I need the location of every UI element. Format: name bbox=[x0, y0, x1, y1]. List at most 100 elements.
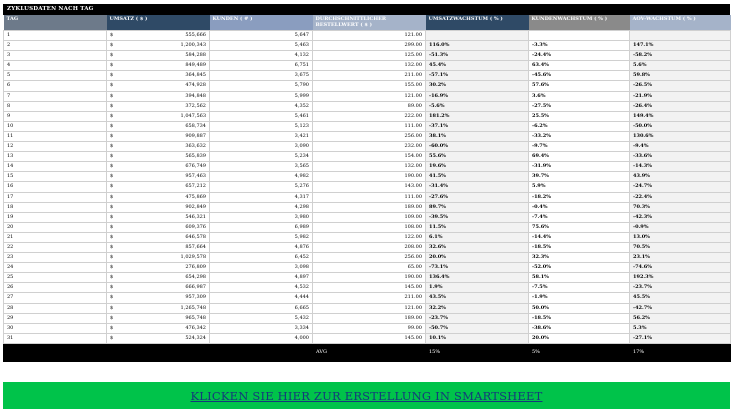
cell-umsatz[interactable]: $565,839 bbox=[106, 151, 210, 163]
cell-tag[interactable]: 25 bbox=[3, 272, 107, 284]
cell-umsatz[interactable]: $957,309 bbox=[106, 292, 210, 304]
cell-kunden[interactable]: 4,298 bbox=[209, 201, 313, 213]
cell-umsatz[interactable]: $609,376 bbox=[106, 221, 210, 233]
cell-kunden[interactable]: 3,980 bbox=[209, 211, 313, 223]
cell-umsatzwachstum[interactable]: -31.4% bbox=[425, 181, 529, 193]
cell-umsatzwachstum[interactable]: -27.6% bbox=[425, 191, 529, 203]
cell-kundenwachstum[interactable]: -7.5% bbox=[528, 282, 630, 294]
cell-umsatz[interactable]: $658,734 bbox=[106, 120, 210, 132]
cell-kundenwachstum[interactable]: -0.4% bbox=[528, 201, 630, 213]
cell-tag[interactable]: 28 bbox=[3, 302, 107, 314]
cell-aov[interactable]: 190.00 bbox=[312, 272, 426, 284]
cell-aov[interactable]: 145.00 bbox=[312, 332, 426, 344]
cell-kundenwachstum[interactable]: -9.7% bbox=[528, 141, 630, 153]
cell-umsatzwachstum[interactable]: 19.6% bbox=[425, 161, 529, 173]
cell-umsatzwachstum[interactable]: 20.0% bbox=[425, 252, 529, 264]
cell-umsatz[interactable]: $676,749 bbox=[106, 161, 210, 173]
cell-kundenwachstum[interactable]: -7.4% bbox=[528, 211, 630, 223]
cell-tag[interactable]: 21 bbox=[3, 231, 107, 243]
cell-kunden[interactable]: 4,444 bbox=[209, 292, 313, 304]
cell-tag[interactable]: 24 bbox=[3, 262, 107, 274]
cell-aov-wachstum[interactable]: -14.3% bbox=[629, 161, 731, 173]
cell-umsatzwachstum[interactable]: 10.1% bbox=[425, 332, 529, 344]
cell-tag[interactable]: 11 bbox=[3, 130, 107, 143]
cell-aov-wachstum[interactable]: -26.4% bbox=[629, 100, 731, 112]
cell-umsatz[interactable]: $1,200,343 bbox=[106, 40, 210, 52]
cell-tag[interactable]: 1 bbox=[3, 29, 107, 42]
cell-kunden[interactable]: 4,000 bbox=[209, 332, 313, 344]
cell-aov[interactable]: 143.00 bbox=[312, 181, 426, 193]
cell-kundenwachstum[interactable]: -45.6% bbox=[528, 70, 630, 82]
cell-umsatz[interactable]: $909,887 bbox=[106, 130, 210, 143]
cell-tag[interactable]: 3 bbox=[3, 50, 107, 62]
cell-kundenwachstum[interactable]: -31.9% bbox=[528, 161, 630, 173]
cell-tag[interactable]: 14 bbox=[3, 161, 107, 173]
cell-umsatzwachstum[interactable]: 43.5% bbox=[425, 292, 529, 304]
cell-kunden[interactable]: 3,565 bbox=[209, 161, 313, 173]
cell-aov[interactable]: 189.00 bbox=[312, 312, 426, 324]
cell-umsatz[interactable]: $555,666 bbox=[106, 29, 210, 42]
cell-umsatzwachstum[interactable]: 38.1% bbox=[425, 130, 529, 143]
cell-umsatz[interactable]: $849,489 bbox=[106, 60, 210, 72]
cell-aov[interactable]: 89.00 bbox=[312, 100, 426, 112]
cell-kundenwachstum[interactable]: -18.2% bbox=[528, 191, 630, 203]
cell-aov-wachstum[interactable]: 149.4% bbox=[629, 110, 731, 122]
cell-kundenwachstum[interactable]: -1.9% bbox=[528, 292, 630, 304]
cell-tag[interactable]: 20 bbox=[3, 221, 107, 233]
cell-aov-wachstum[interactable]: 70.3% bbox=[629, 201, 731, 213]
cell-kundenwachstum[interactable]: 25.5% bbox=[528, 110, 630, 122]
cell-aov[interactable]: 108.00 bbox=[312, 221, 426, 233]
cell-umsatzwachstum[interactable] bbox=[425, 29, 529, 42]
cell-tag[interactable]: 23 bbox=[3, 252, 107, 264]
cell-aov[interactable]: 121.00 bbox=[312, 90, 426, 102]
cell-tag[interactable]: 19 bbox=[3, 211, 107, 223]
cell-tag[interactable]: 12 bbox=[3, 141, 107, 153]
cell-aov-wachstum[interactable]: 13.0% bbox=[629, 231, 731, 243]
cell-kunden[interactable]: 4,876 bbox=[209, 241, 313, 254]
cell-kundenwachstum[interactable]: -18.5% bbox=[528, 312, 630, 324]
cell-kundenwachstum[interactable]: 3.6% bbox=[528, 90, 630, 102]
cell-tag[interactable]: 6 bbox=[3, 80, 107, 92]
cell-umsatzwachstum[interactable]: -73.1% bbox=[425, 262, 529, 274]
cell-umsatzwachstum[interactable]: -51.3% bbox=[425, 50, 529, 62]
cell-aov-wachstum[interactable]: 70.5% bbox=[629, 241, 731, 254]
cell-tag[interactable]: 5 bbox=[3, 70, 107, 82]
cell-aov-wachstum[interactable]: -0.9% bbox=[629, 221, 731, 233]
cell-aov-wachstum[interactable]: 59.8% bbox=[629, 70, 731, 82]
cell-umsatz[interactable]: $957,463 bbox=[106, 171, 210, 183]
cell-aov[interactable]: 222.00 bbox=[312, 110, 426, 122]
cell-umsatzwachstum[interactable]: 41.5% bbox=[425, 171, 529, 183]
cell-aov[interactable]: 111.00 bbox=[312, 120, 426, 132]
cell-umsatz[interactable]: $666,987 bbox=[106, 282, 210, 294]
cell-tag[interactable]: 9 bbox=[3, 110, 107, 122]
cell-umsatzwachstum[interactable]: -16.9% bbox=[425, 90, 529, 102]
cell-umsatzwachstum[interactable]: 181.2% bbox=[425, 110, 529, 122]
cell-kunden[interactable]: 5,123 bbox=[209, 120, 313, 132]
cell-umsatzwachstum[interactable]: 55.6% bbox=[425, 151, 529, 163]
cell-aov[interactable]: 99.00 bbox=[312, 322, 426, 334]
cell-umsatz[interactable]: $902,849 bbox=[106, 201, 210, 213]
cell-kundenwachstum[interactable]: 39.7% bbox=[528, 171, 630, 183]
cell-kundenwachstum[interactable]: -6.2% bbox=[528, 120, 630, 132]
cell-tag[interactable]: 7 bbox=[3, 90, 107, 102]
cell-umsatzwachstum[interactable]: 116.0% bbox=[425, 40, 529, 52]
cell-aov-wachstum[interactable]: -22.4% bbox=[629, 191, 731, 203]
cell-aov-wachstum[interactable]: 45.5% bbox=[629, 292, 731, 304]
cell-tag[interactable]: 22 bbox=[3, 241, 107, 254]
cell-aov-wachstum[interactable]: 23.1% bbox=[629, 252, 731, 264]
cell-kunden[interactable]: 5,461 bbox=[209, 110, 313, 122]
cell-umsatzwachstum[interactable]: -57.1% bbox=[425, 70, 529, 82]
cell-aov-wachstum[interactable]: -42.3% bbox=[629, 211, 731, 223]
cell-umsatzwachstum[interactable]: 30.2% bbox=[425, 80, 529, 92]
cell-umsatz[interactable]: $475,869 bbox=[106, 191, 210, 203]
cell-kunden[interactable]: 5,999 bbox=[209, 90, 313, 102]
cell-umsatzwachstum[interactable]: 136.4% bbox=[425, 272, 529, 284]
cell-aov-wachstum[interactable]: 5.3% bbox=[629, 322, 731, 334]
cell-kunden[interactable]: 4,352 bbox=[209, 100, 313, 112]
cell-umsatzwachstum[interactable]: 32.6% bbox=[425, 241, 529, 254]
cell-tag[interactable]: 16 bbox=[3, 181, 107, 193]
cell-umsatzwachstum[interactable]: 32.2% bbox=[425, 302, 529, 314]
cell-kundenwachstum[interactable]: -33.2% bbox=[528, 130, 630, 143]
cell-aov[interactable]: 256.00 bbox=[312, 252, 426, 264]
cell-umsatzwachstum[interactable]: -37.1% bbox=[425, 120, 529, 132]
